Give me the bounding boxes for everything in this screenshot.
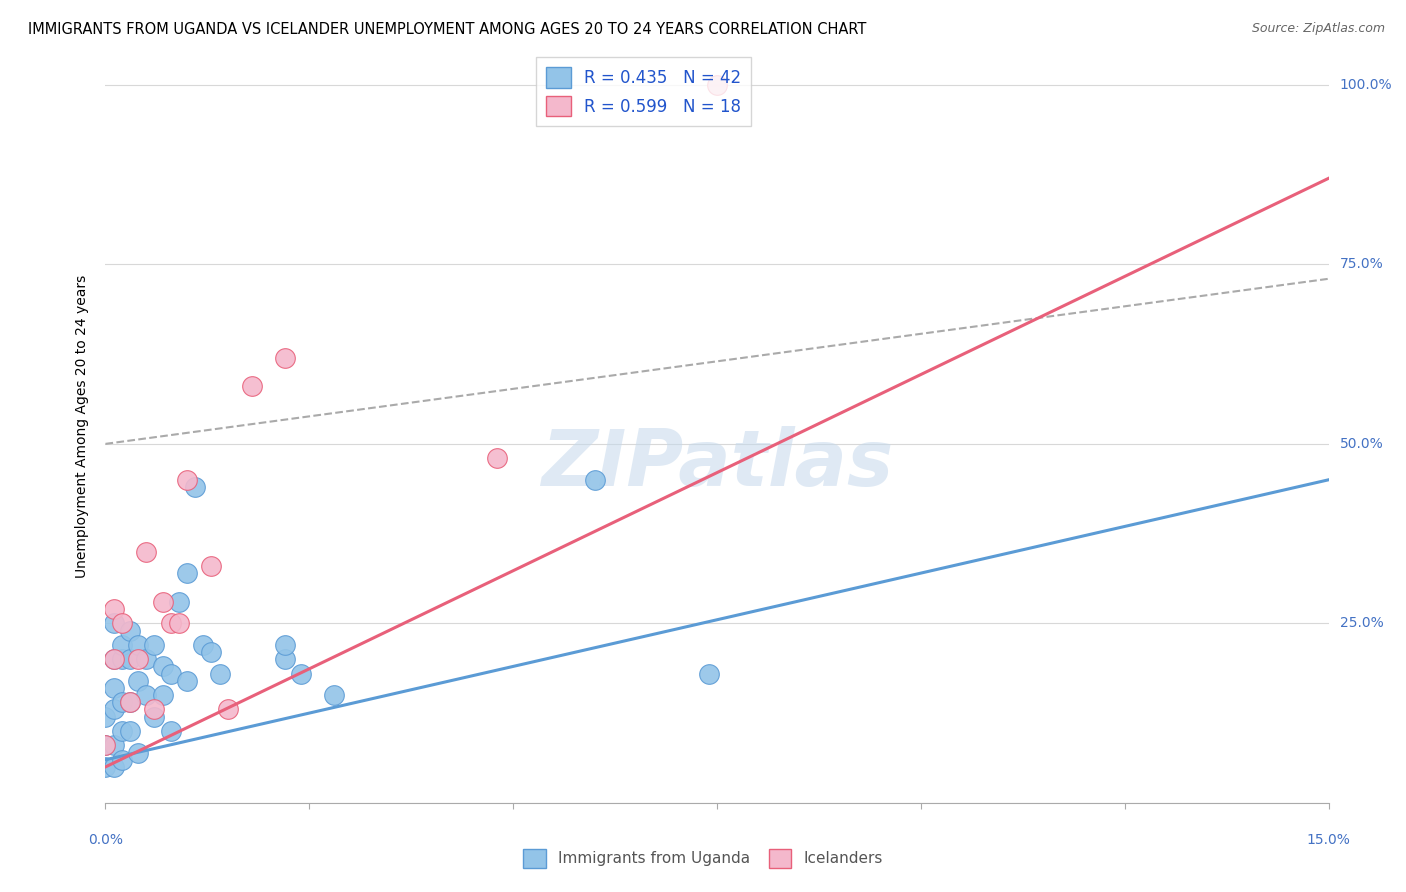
Point — [143, 702, 166, 716]
Point — [152, 659, 174, 673]
Text: 0.0%: 0.0% — [89, 833, 122, 847]
Point — [176, 566, 198, 580]
Point — [143, 638, 166, 652]
Point — [127, 652, 149, 666]
Y-axis label: Unemployment Among Ages 20 to 24 years: Unemployment Among Ages 20 to 24 years — [76, 275, 90, 577]
Point — [118, 724, 141, 739]
Point — [94, 739, 117, 753]
Point — [152, 595, 174, 609]
Point — [103, 616, 125, 631]
Point — [240, 379, 263, 393]
Point — [583, 473, 606, 487]
Point — [274, 351, 297, 365]
Point — [103, 652, 125, 666]
Point — [159, 666, 181, 681]
Point — [697, 666, 720, 681]
Point — [103, 681, 125, 695]
Point — [111, 638, 134, 652]
Point — [127, 746, 149, 760]
Point — [167, 616, 190, 631]
Point — [274, 652, 297, 666]
Point — [111, 695, 134, 709]
Point — [111, 724, 134, 739]
Point — [152, 688, 174, 702]
Point — [176, 673, 198, 688]
Point — [118, 624, 141, 638]
Point — [159, 724, 181, 739]
Point — [485, 451, 508, 466]
Point — [118, 695, 141, 709]
Text: ZIPatlas: ZIPatlas — [541, 425, 893, 501]
Point — [193, 638, 215, 652]
Text: 25.0%: 25.0% — [1340, 616, 1384, 631]
Point — [135, 652, 157, 666]
Point — [127, 638, 149, 652]
Point — [217, 702, 239, 716]
Point — [94, 760, 117, 774]
Text: IMMIGRANTS FROM UGANDA VS ICELANDER UNEMPLOYMENT AMONG AGES 20 TO 24 YEARS CORRE: IMMIGRANTS FROM UGANDA VS ICELANDER UNEM… — [28, 22, 866, 37]
Point — [135, 688, 157, 702]
Point — [103, 702, 125, 716]
Legend: Immigrants from Uganda, Icelanders: Immigrants from Uganda, Icelanders — [517, 843, 889, 873]
Point — [103, 602, 125, 616]
Point — [706, 78, 728, 92]
Point — [290, 666, 312, 681]
Point — [135, 544, 157, 558]
Point — [111, 652, 134, 666]
Point — [176, 473, 198, 487]
Text: 15.0%: 15.0% — [1306, 833, 1351, 847]
Text: 50.0%: 50.0% — [1340, 437, 1384, 450]
Point — [118, 695, 141, 709]
Point — [184, 480, 207, 494]
Point — [274, 638, 297, 652]
Point — [103, 760, 125, 774]
Legend: R = 0.435   N = 42, R = 0.599   N = 18: R = 0.435 N = 42, R = 0.599 N = 18 — [536, 57, 751, 127]
Text: Source: ZipAtlas.com: Source: ZipAtlas.com — [1251, 22, 1385, 36]
Point — [200, 645, 222, 659]
Text: 75.0%: 75.0% — [1340, 258, 1384, 271]
Point — [111, 753, 134, 767]
Point — [208, 666, 231, 681]
Point — [200, 558, 222, 573]
Point — [143, 709, 166, 723]
Point — [94, 739, 117, 753]
Point — [159, 616, 181, 631]
Point — [111, 616, 134, 631]
Point — [103, 652, 125, 666]
Point — [103, 739, 125, 753]
Point — [322, 688, 344, 702]
Point — [127, 673, 149, 688]
Point — [94, 709, 117, 723]
Point — [167, 595, 190, 609]
Text: 100.0%: 100.0% — [1340, 78, 1392, 92]
Point — [118, 652, 141, 666]
